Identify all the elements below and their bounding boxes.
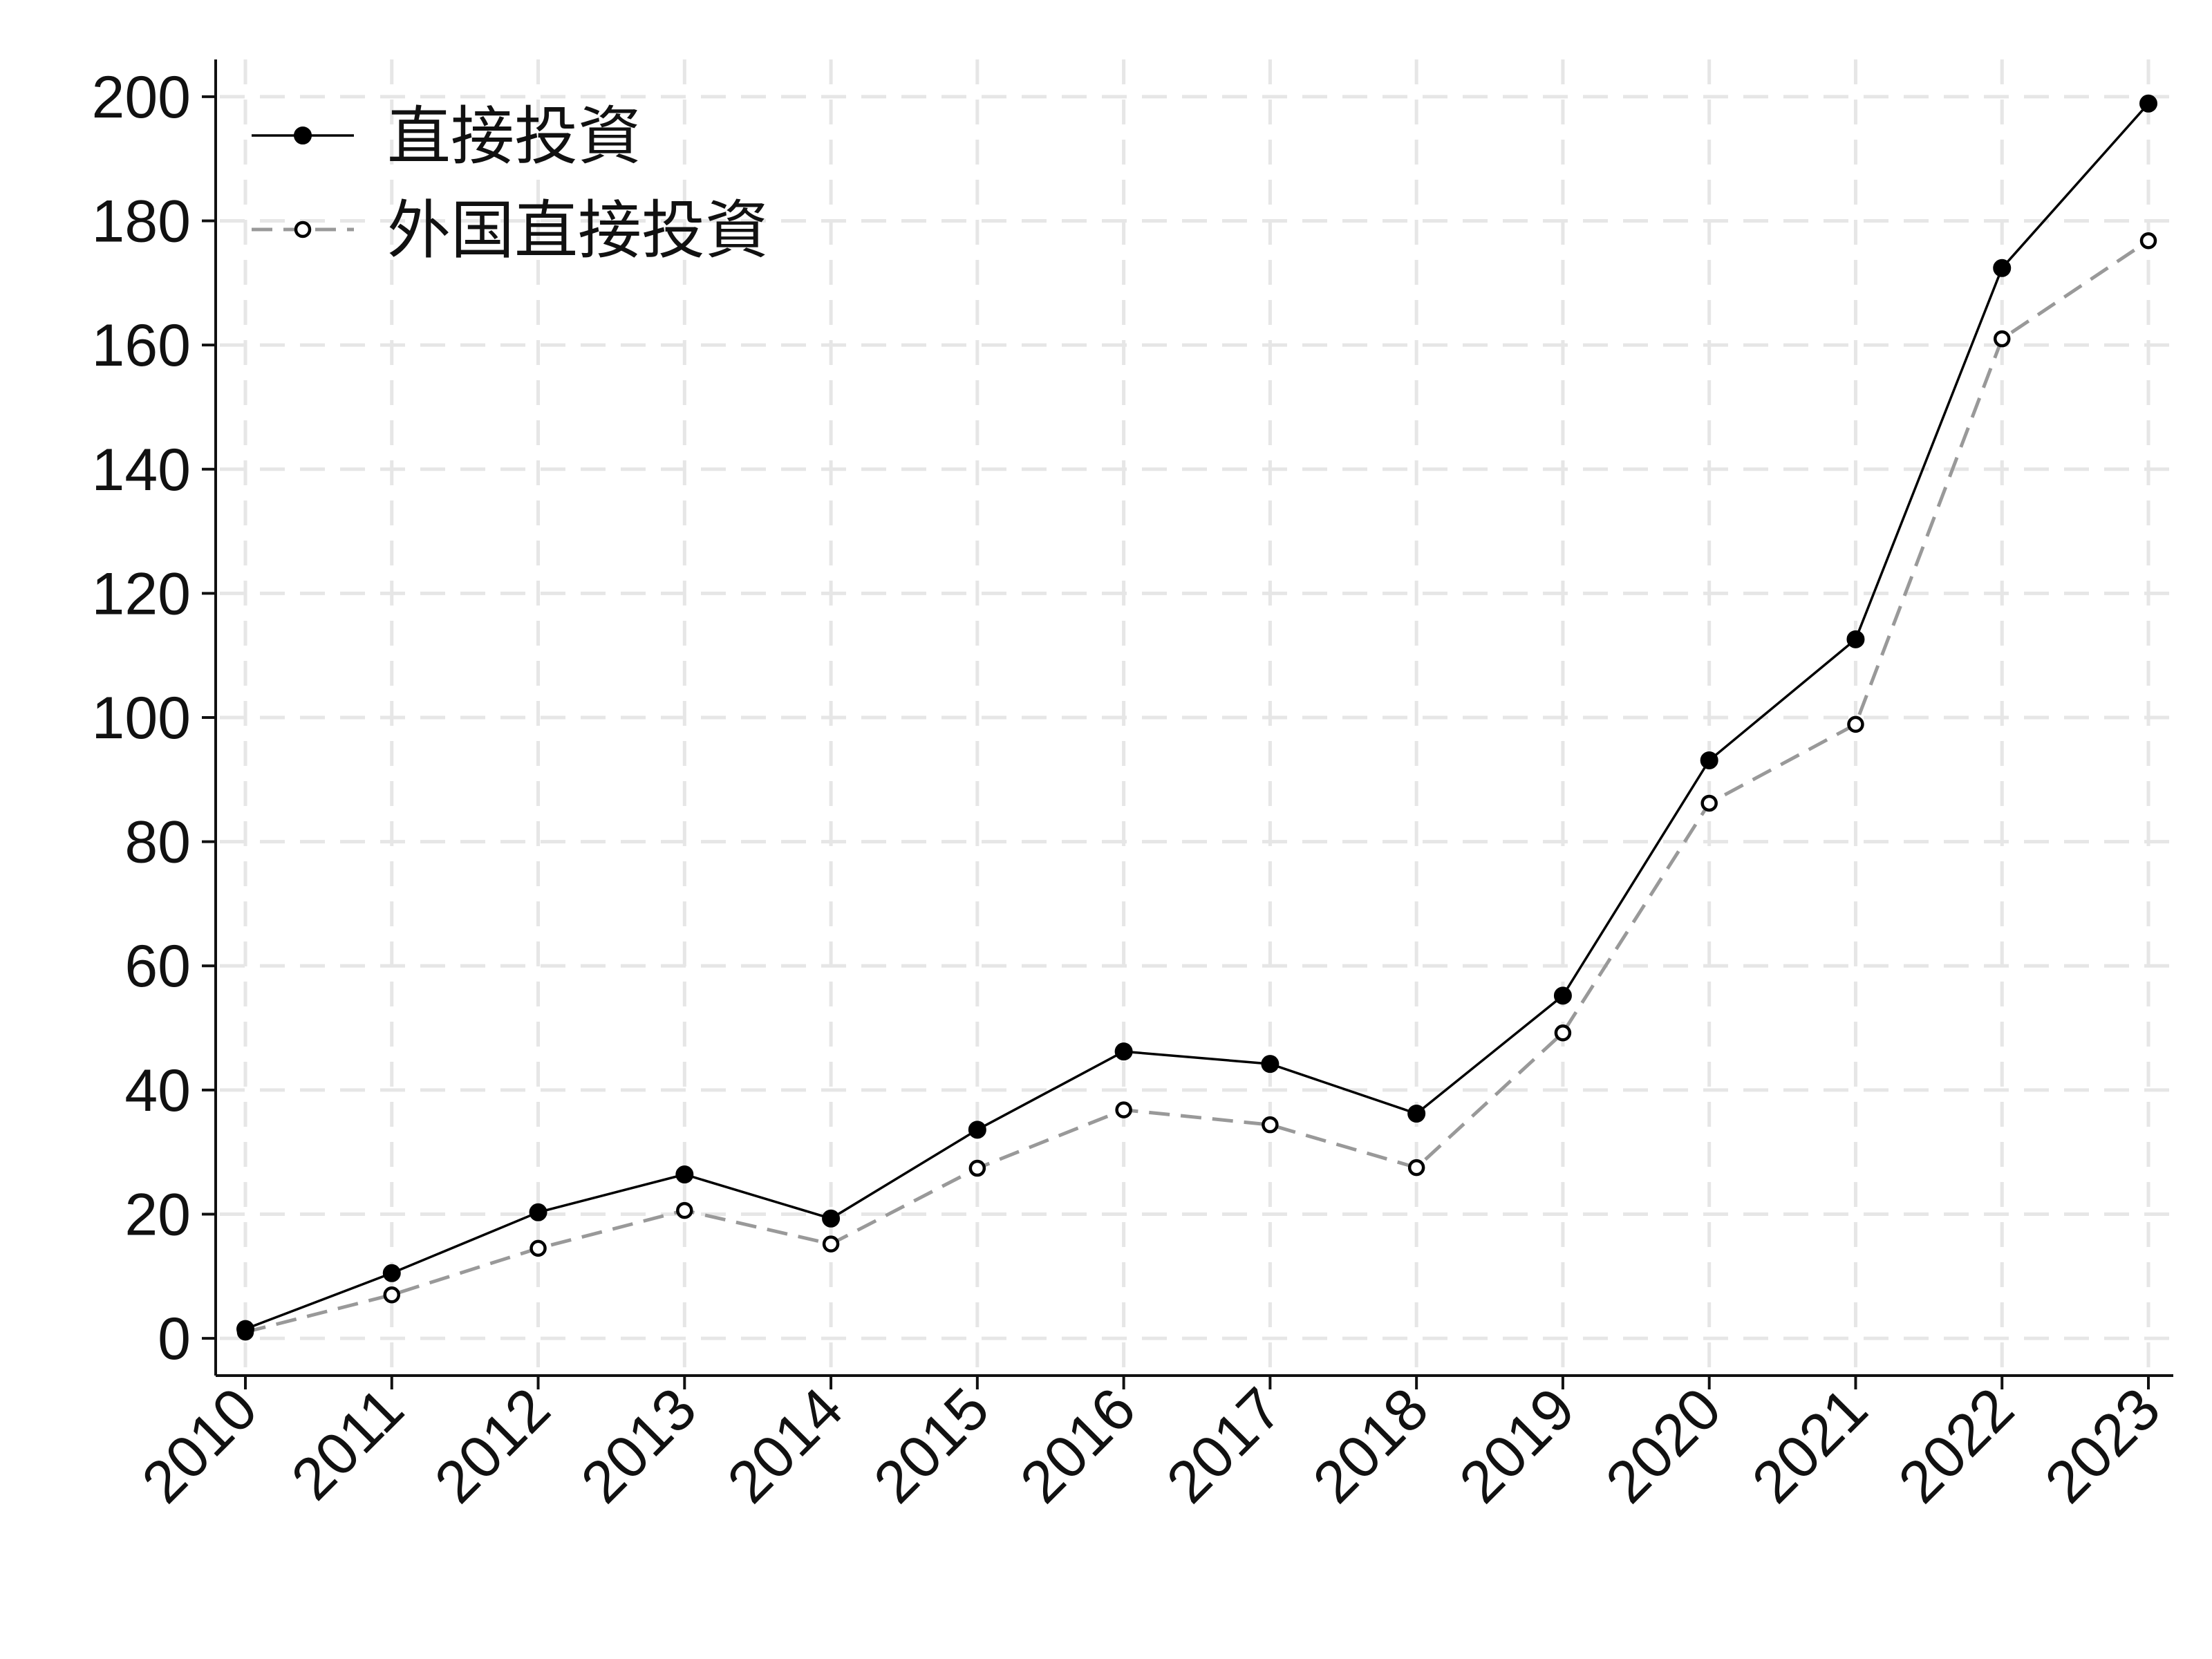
y-tick-label-4: 80 <box>124 809 191 876</box>
series-0-point-0 <box>236 1320 254 1338</box>
series-0 <box>236 94 2157 1338</box>
series-0-point-4 <box>822 1209 841 1228</box>
series-1 <box>236 232 2157 1341</box>
y-tick-label-1: 20 <box>124 1181 191 1248</box>
y-tick-label-10: 200 <box>92 64 191 131</box>
x-tick-label-3: 2013 <box>569 1376 709 1516</box>
x-tick-label-7: 2017 <box>1154 1376 1295 1516</box>
series-1-point-8 <box>1407 1159 1425 1177</box>
series-0-point-7 <box>1261 1055 1280 1074</box>
legend-marker-1 <box>294 221 312 238</box>
x-tick-label-5: 2015 <box>861 1376 1002 1516</box>
series-0-point-6 <box>1114 1042 1133 1061</box>
y-tick-label-8: 160 <box>92 312 191 379</box>
y-tick-label-7: 140 <box>92 437 191 503</box>
series-0-point-1 <box>382 1264 401 1282</box>
series-1-point-6 <box>1115 1101 1132 1118</box>
x-tick-label-2: 2012 <box>422 1376 563 1516</box>
y-tick-label-5: 100 <box>92 685 191 751</box>
y-tick-label-0: 0 <box>158 1306 191 1372</box>
grid <box>220 59 2173 1373</box>
x-tick-label-0: 2010 <box>129 1376 270 1516</box>
series-1-point-4 <box>822 1235 840 1253</box>
series-0-point-11 <box>1846 630 1865 648</box>
x-tick-label-11: 2021 <box>1740 1376 1880 1516</box>
x-tick-label-8: 2018 <box>1300 1376 1441 1516</box>
series-1-point-10 <box>1700 794 1718 812</box>
series-0-point-3 <box>675 1165 694 1184</box>
y-axis-ticks: 0 20 40 60 80 100 120 140 160 180 200 <box>92 64 216 1372</box>
series-0-point-10 <box>1700 751 1718 769</box>
legend-item-0: 直接投資 <box>252 100 641 174</box>
series-0-point-9 <box>1553 986 1572 1005</box>
x-axis-ticks: 2010 2011 2012 2013 2014 2015 2016 2017 2018 2019… <box>129 1376 2173 1516</box>
series-0-point-13 <box>2139 94 2157 113</box>
series-1-point-2 <box>529 1239 547 1257</box>
x-tick-label-4: 2014 <box>715 1376 855 1516</box>
series-1-point-13 <box>2139 232 2157 250</box>
legend-item-1: 外国直接投資 <box>252 194 769 268</box>
y-tick-label-2: 40 <box>124 1058 191 1124</box>
series-group <box>236 94 2157 1341</box>
x-tick-label-13: 2023 <box>2032 1376 2173 1516</box>
series-line-1 <box>245 239 2150 1334</box>
legend-marker-0 <box>294 126 312 144</box>
x-tick-label-10: 2020 <box>1593 1376 1734 1516</box>
series-line-0 <box>245 102 2150 1331</box>
series-1-point-3 <box>676 1201 693 1219</box>
x-tick-label-12: 2022 <box>1886 1376 2026 1516</box>
series-0-point-12 <box>1993 259 2012 277</box>
y-tick-label-3: 60 <box>124 933 191 1000</box>
series-0-point-5 <box>968 1121 986 1139</box>
series-1-point-11 <box>1847 715 1864 733</box>
y-tick-label-6: 120 <box>92 561 191 627</box>
x-tick-label-1: 2011 <box>279 1376 417 1513</box>
series-1-point-1 <box>383 1286 401 1304</box>
series-1-point-5 <box>968 1159 986 1177</box>
series-1-point-7 <box>1262 1116 1279 1134</box>
legend-label-0: 直接投資 <box>387 100 641 174</box>
series-1-point-12 <box>1993 330 2011 348</box>
legend: 直接投資 外国直接投資 <box>252 100 769 268</box>
y-tick-label-9: 180 <box>92 189 191 255</box>
series-0-point-8 <box>1407 1104 1426 1123</box>
x-tick-label-6: 2016 <box>1008 1376 1148 1516</box>
series-1-point-9 <box>1554 1024 1572 1042</box>
x-tick-label-9: 2019 <box>1447 1376 1587 1516</box>
series-0-point-2 <box>529 1203 547 1221</box>
legend-label-1: 外国直接投資 <box>387 194 769 268</box>
